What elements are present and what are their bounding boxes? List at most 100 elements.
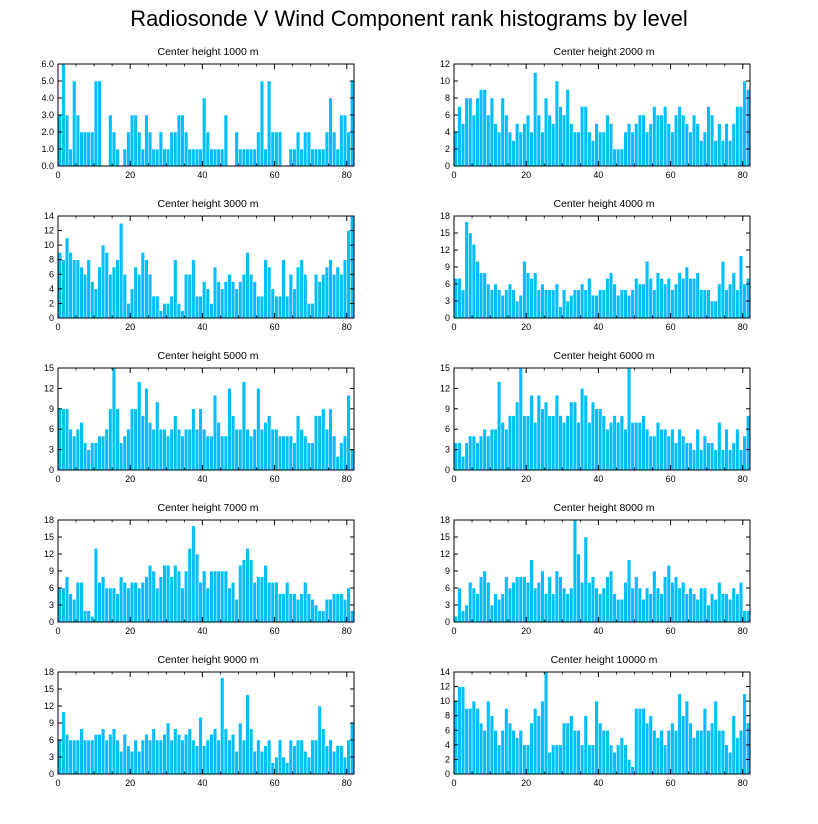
bar: [158, 131, 163, 167]
y-tick-label: 6: [49, 583, 54, 593]
bar: [169, 131, 174, 167]
bar: [270, 762, 275, 775]
bar: [245, 428, 250, 471]
bar: [83, 739, 88, 775]
bar: [267, 739, 272, 775]
bar: [332, 274, 337, 319]
bar: [328, 97, 333, 167]
bar: [144, 388, 149, 471]
x-tick-label: 40: [593, 626, 603, 636]
bar: [464, 221, 469, 319]
bar: [627, 559, 632, 623]
x-tick-label: 20: [125, 474, 135, 484]
bar: [191, 408, 196, 471]
bar: [169, 428, 174, 471]
bar: [728, 751, 733, 775]
bar: [86, 739, 91, 775]
bar: [630, 766, 635, 775]
bar: [162, 303, 167, 319]
bar: [75, 114, 80, 167]
bar: [594, 295, 599, 319]
bar: [115, 739, 120, 775]
bar: [645, 428, 650, 471]
y-tick-label: 12: [44, 226, 54, 236]
y-tick-label: 2: [445, 144, 450, 154]
panel-title: Center height 7000 m: [157, 502, 259, 514]
bar: [328, 599, 333, 623]
bar: [457, 106, 462, 167]
bar: [497, 131, 502, 167]
bar: [212, 148, 218, 167]
bar: [554, 744, 559, 775]
bar: [263, 422, 268, 471]
bar: [673, 576, 679, 623]
x-tick-label: 0: [55, 626, 60, 636]
bar: [464, 604, 469, 623]
x-tick-label: 0: [451, 170, 456, 180]
bar: [346, 131, 351, 167]
bar: [249, 148, 254, 167]
bar: [321, 148, 326, 167]
bar: [339, 442, 344, 471]
bar: [735, 106, 740, 167]
chart-panel-4: Center height 4000 m 0 3 6 9 12 15 18 0 20 40 60 80: [418, 198, 754, 346]
y-tick-label: 9: [445, 404, 450, 414]
bar: [108, 734, 113, 775]
bar: [594, 587, 599, 623]
bar: [616, 295, 621, 319]
bar: [652, 106, 657, 167]
bar: [572, 401, 577, 471]
bar: [695, 730, 700, 775]
bar: [129, 114, 135, 167]
bar: [623, 131, 628, 167]
bar: [205, 288, 210, 319]
bar: [111, 587, 117, 623]
bar: [735, 428, 740, 471]
bar: [342, 599, 348, 623]
bar: [500, 422, 505, 471]
y-tick-label: 0: [445, 617, 450, 627]
y-tick-label: 3: [49, 445, 54, 455]
bar: [147, 422, 153, 471]
x-tick-label: 0: [55, 778, 60, 788]
bar: [314, 604, 319, 623]
bar: [129, 582, 135, 623]
bar: [140, 582, 145, 623]
bar: [533, 72, 538, 167]
bar: [637, 708, 642, 775]
bar: [702, 131, 707, 167]
bar: [256, 131, 261, 167]
bar: [507, 415, 513, 471]
bar: [263, 148, 268, 167]
x-tick-label: 60: [270, 778, 280, 788]
bar: [475, 593, 480, 623]
bar: [543, 593, 549, 623]
bar: [511, 140, 516, 167]
bar: [623, 582, 628, 623]
bar: [256, 576, 261, 623]
bar: [259, 295, 265, 319]
bar: [504, 708, 509, 775]
bar: [543, 401, 549, 471]
bar: [511, 730, 516, 775]
bar: [281, 435, 286, 471]
bar: [223, 114, 228, 167]
bar: [162, 428, 167, 471]
x-tick-label: 60: [666, 778, 676, 788]
bar: [616, 422, 621, 471]
y-tick-label: 6: [49, 269, 54, 279]
bar: [468, 582, 473, 623]
x-tick-label: 20: [521, 626, 531, 636]
bar: [241, 559, 246, 623]
y-tick-label: 12: [44, 383, 54, 393]
bar: [648, 593, 653, 623]
bar: [274, 131, 279, 167]
bar: [220, 435, 225, 471]
bar: [350, 215, 355, 319]
bar: [601, 415, 606, 471]
bar: [180, 435, 185, 471]
bar: [332, 435, 337, 471]
bar: [126, 587, 131, 623]
bar: [90, 442, 95, 471]
bar: [191, 739, 196, 775]
